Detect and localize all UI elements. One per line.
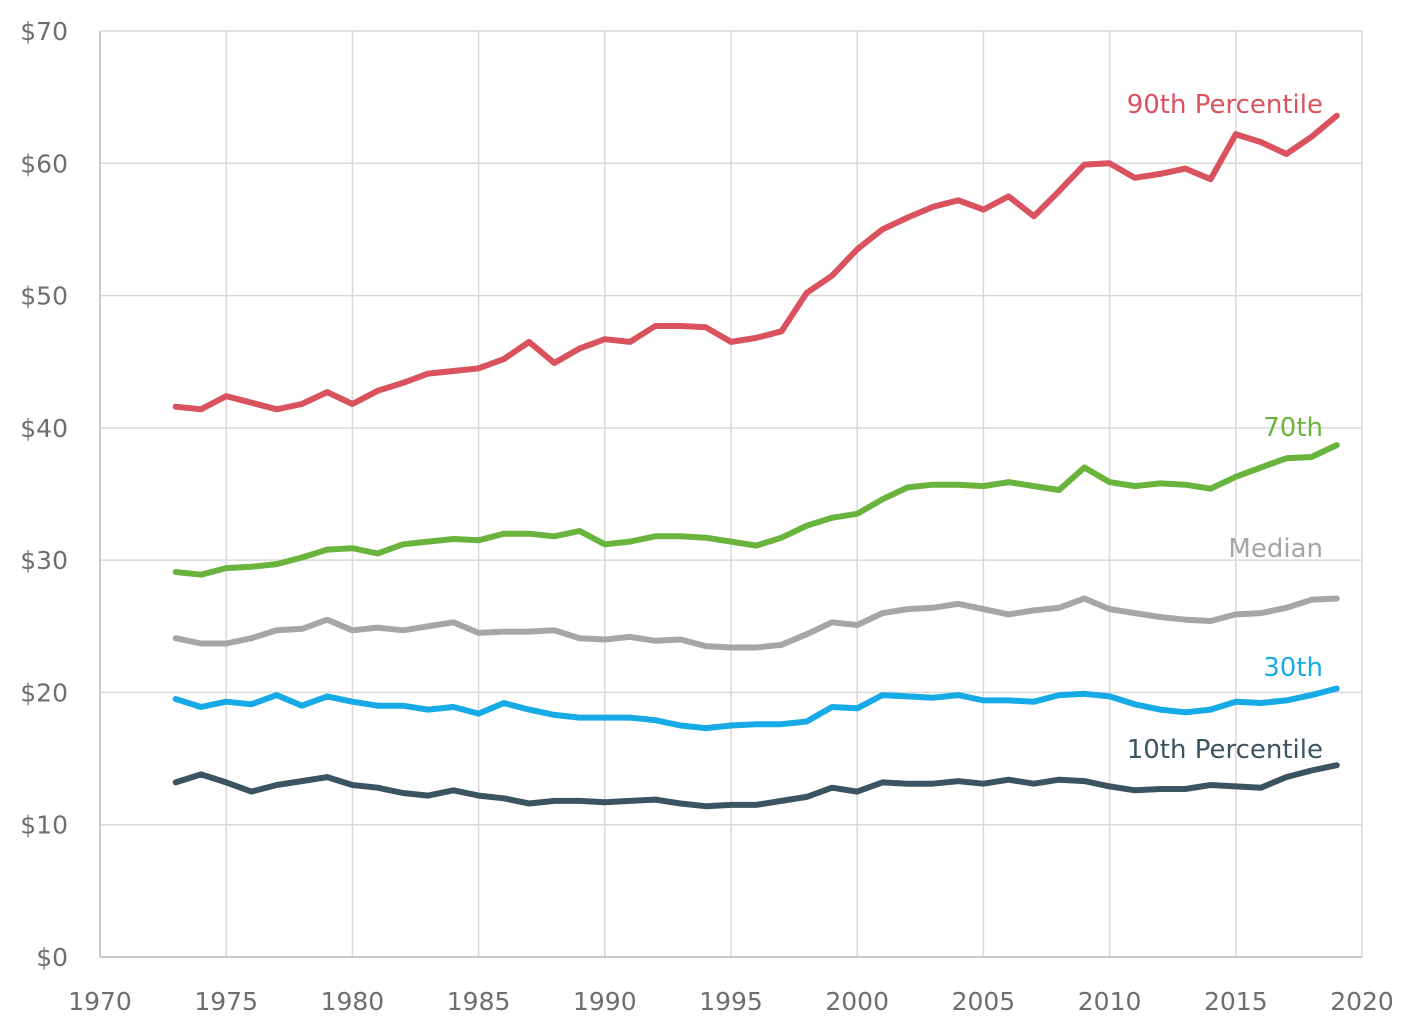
series-line-10th-percentile [172,762,1340,810]
y-tick-label: $40 [20,414,68,443]
x-tick-label: 1985 [447,987,511,1016]
x-tick-label: 1990 [573,987,637,1016]
y-tick-label: $60 [20,149,68,178]
y-tick-label: $70 [20,17,68,46]
series-lines [172,112,1340,810]
x-tick-label: 2020 [1330,987,1394,1016]
x-tick-label: 2000 [825,987,889,1016]
axes [99,31,1362,958]
y-axis-tick-labels: $0 $10 $20 $30 $40 $50 $60 $70 [20,17,68,972]
series-labels: 90th Percentile 70th Median 30th 10th Percen… [1127,90,1323,765]
y-tick-label: $30 [20,546,68,575]
x-tick-label: 2005 [952,987,1016,1016]
x-axis-tick-labels: 1970 1975 1980 1985 1990 1995 2000 2005 2010 2015… [68,987,1394,1016]
y-tick-label: $50 [20,282,68,311]
x-tick-label: 1980 [321,987,385,1016]
x-tick-label: 1970 [68,987,132,1016]
y-tick-label: $20 [20,678,68,707]
series-label: 90th Percentile [1127,90,1323,120]
series-line-70th [172,442,1340,578]
y-tick-label: $10 [20,811,68,840]
series-line-30th [172,685,1340,732]
x-tick-label: 1995 [699,987,763,1016]
series-label: 10th Percentile [1127,735,1323,765]
series-line-90th-percentile [172,112,1340,413]
x-tick-label: 1975 [194,987,258,1016]
series-label: Median [1228,534,1323,564]
series-label: 70th [1263,413,1323,443]
x-tick-label: 2010 [1078,987,1142,1016]
x-tick-label: 2015 [1204,987,1268,1016]
y-tick-label: $0 [36,943,68,972]
series-label: 30th [1263,653,1323,683]
series-line-median [172,595,1340,651]
